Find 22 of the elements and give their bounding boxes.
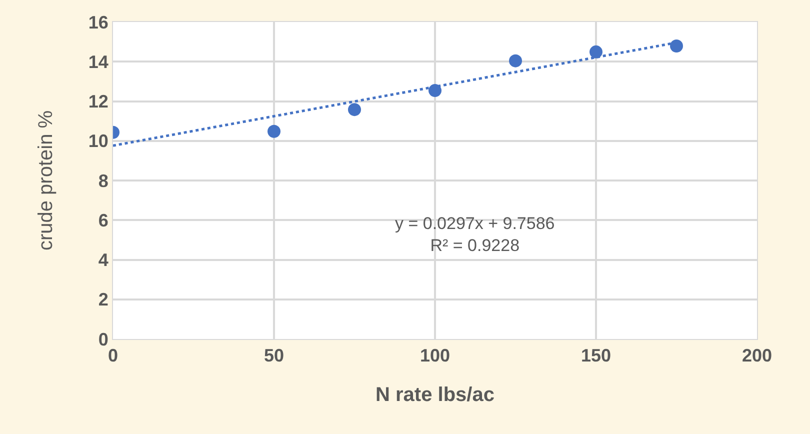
annotation: y = 0.0297x + 9.7586 R² = 0.9228 [395,214,555,256]
y-tick-label: 2 [98,290,108,310]
y-tick-label: 4 [98,250,108,270]
y-tick-label: 14 [88,52,108,72]
y-tick-label: 8 [98,170,108,191]
y-tick-label: 10 [88,131,108,152]
x-axis-title: N rate lbs/ac [376,384,494,406]
y-tick-label: 12 [88,92,108,112]
point [428,84,442,98]
y-tick-label: 16 [88,12,108,32]
x-tick-label: 150 [580,346,612,366]
y-tick-label: 6 [98,210,108,230]
y-tick-label: 0 [98,329,108,350]
point [590,45,602,58]
point [509,54,522,68]
point [670,39,683,52]
y-axis-title: crude protein % [34,110,57,251]
point [268,124,280,138]
x-tick-label: 50 [264,346,284,366]
x-tick-label: 200 [742,346,772,366]
x-tick-label: 100 [420,346,450,366]
point [348,103,361,116]
